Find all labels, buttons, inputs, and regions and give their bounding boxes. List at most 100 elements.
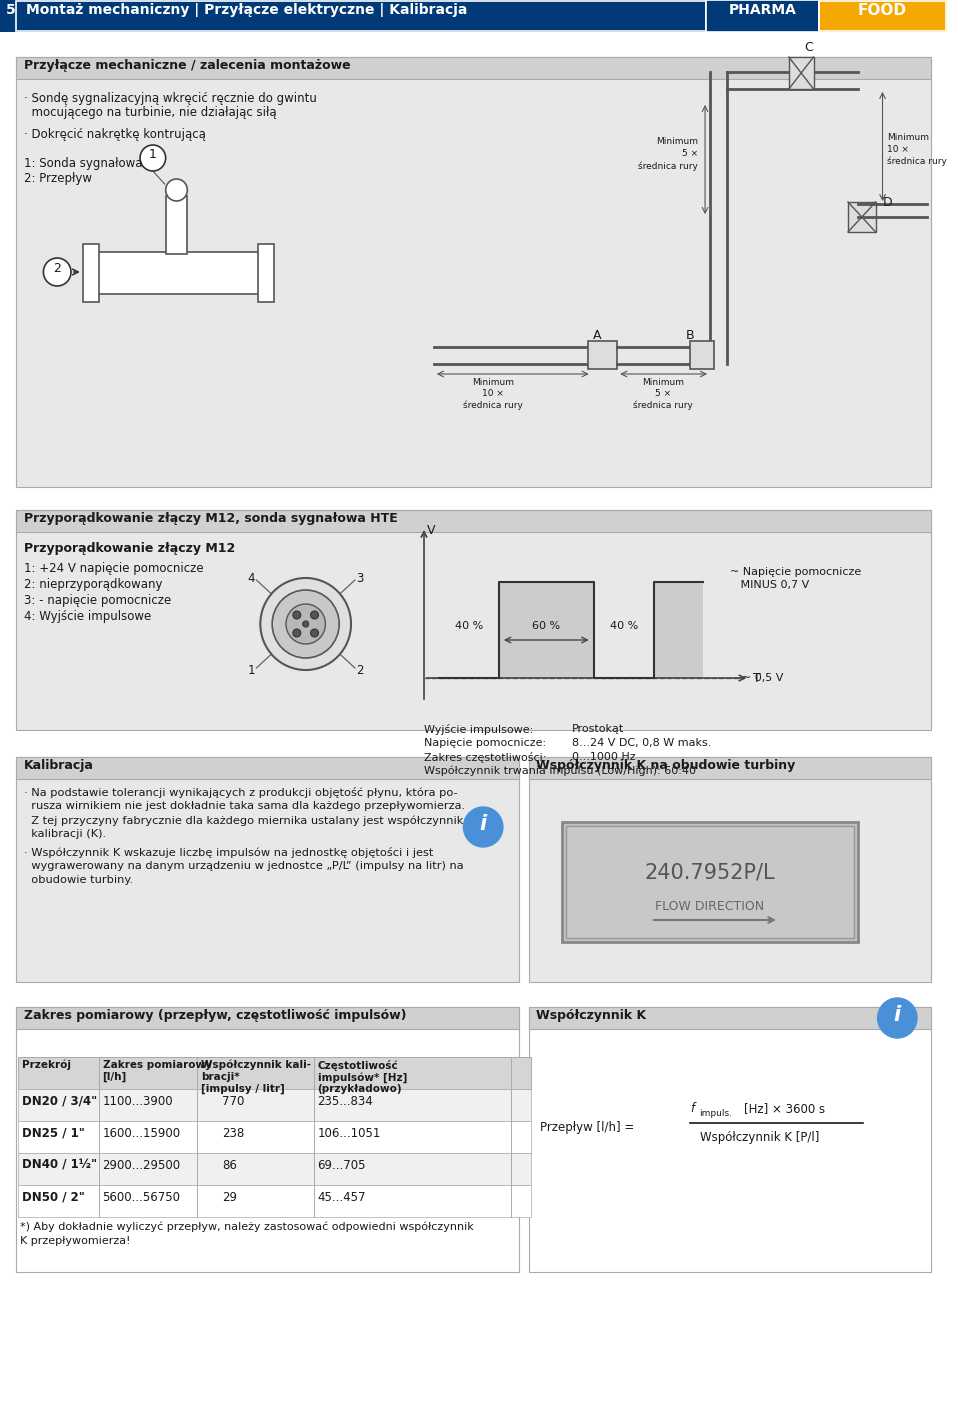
FancyBboxPatch shape [848,202,876,231]
Text: średnica rury: średnica rury [887,156,948,165]
Text: mocującego na turbinie, nie działając siłą: mocującego na turbinie, nie działając si… [24,107,276,119]
Text: DN40 / 1½": DN40 / 1½" [22,1159,97,1172]
Text: 8...24 V DC, 0,8 W maks.: 8...24 V DC, 0,8 W maks. [572,737,711,749]
FancyBboxPatch shape [15,510,931,531]
Circle shape [877,998,917,1037]
Text: 29: 29 [222,1192,237,1204]
Text: Przepływ [l/h] =: Przepływ [l/h] = [540,1120,635,1133]
Text: DN20 / 3/4": DN20 / 3/4" [22,1095,97,1108]
Text: 2900...29500: 2900...29500 [103,1159,180,1172]
Text: PHARMA: PHARMA [729,3,796,17]
Circle shape [293,611,300,620]
Text: ~ Napięcie pomocnicze: ~ Napięcie pomocnicze [730,566,861,578]
FancyBboxPatch shape [690,341,714,369]
Text: 45...457: 45...457 [318,1192,366,1204]
Text: D: D [882,195,892,209]
Text: 5 ×: 5 × [682,150,698,158]
FancyBboxPatch shape [529,757,931,981]
Text: · Współczynnik K wskazuje liczbę impulsów na jednostkę objętości i jest: · Współczynnik K wskazuje liczbę impulsó… [24,847,433,858]
FancyBboxPatch shape [562,822,858,942]
Text: rusza wirnikiem nie jest dokładnie taka sama dla każdego przepływomierza.: rusza wirnikiem nie jest dokładnie taka … [24,801,465,810]
Text: Minimum: Minimum [656,137,698,146]
Text: 240.7952P/L: 240.7952P/L [645,862,776,882]
Text: i: i [894,1005,900,1025]
Circle shape [260,578,351,670]
Text: 235...834: 235...834 [318,1095,373,1108]
FancyBboxPatch shape [15,1007,518,1272]
Text: B: B [686,329,694,342]
Text: 60 %: 60 % [532,621,561,631]
Text: 1: 1 [248,663,255,677]
FancyBboxPatch shape [706,0,820,32]
FancyBboxPatch shape [588,341,617,369]
Text: 770: 770 [222,1095,244,1108]
Text: impulsów* [Hz]: impulsów* [Hz] [318,1073,407,1082]
FancyBboxPatch shape [820,0,947,32]
FancyBboxPatch shape [15,757,518,780]
Text: wygrawerowany na danym urządzeniu w jednostce „P/L” (impulsy na litr) na: wygrawerowany na danym urządzeniu w jedn… [24,861,464,871]
Text: 69...705: 69...705 [318,1159,366,1172]
Text: · Na podstawie tolerancji wynikających z produkcji objętość płynu, która po-: · Na podstawie tolerancji wynikających z… [24,787,457,798]
Text: f: f [690,1102,694,1116]
FancyBboxPatch shape [166,196,187,254]
Text: 5600...56750: 5600...56750 [103,1192,180,1204]
Text: Przekrój: Przekrój [22,1060,71,1071]
FancyBboxPatch shape [789,57,813,88]
Text: 1100...3900: 1100...3900 [103,1095,173,1108]
Text: 5 ×: 5 × [655,388,671,398]
FancyBboxPatch shape [15,757,518,981]
FancyBboxPatch shape [83,244,99,301]
FancyBboxPatch shape [17,1089,531,1122]
Text: Minimum: Minimum [641,379,684,387]
Text: V: V [427,524,436,537]
Text: ~ 0,5 V: ~ 0,5 V [741,673,783,683]
FancyBboxPatch shape [654,582,703,679]
Text: Przyporądkowanie złączy M12, sonda sygnałowa HTE: Przyporądkowanie złączy M12, sonda sygna… [24,512,397,524]
FancyBboxPatch shape [17,1122,531,1152]
Text: 1: +24 V napięcie pomocnicze: 1: +24 V napięcie pomocnicze [24,562,204,575]
Text: bracji*: bracji* [202,1073,240,1082]
Text: · Sondę sygnalizacyjną wkręcić ręcznie do gwintu: · Sondę sygnalizacyjną wkręcić ręcznie d… [24,93,317,105]
Circle shape [166,179,187,200]
Text: 4: 4 [248,572,255,585]
Text: Prostokąt: Prostokąt [572,723,624,735]
Circle shape [286,604,325,644]
Circle shape [464,808,503,847]
Text: FOOD: FOOD [858,3,907,18]
FancyBboxPatch shape [15,510,931,730]
Text: Zakres pomiarowy: Zakres pomiarowy [103,1060,211,1070]
Text: [impulsy / litr]: [impulsy / litr] [202,1084,285,1095]
Circle shape [43,258,71,286]
Text: A: A [593,329,602,342]
Text: obudowie turbiny.: obudowie turbiny. [24,875,132,885]
FancyBboxPatch shape [529,1007,931,1272]
Text: impuls.: impuls. [699,1109,732,1117]
Text: 10 ×: 10 × [482,388,504,398]
Text: średnica rury: średnica rury [633,400,692,409]
Text: 5: 5 [6,3,15,17]
Text: 238: 238 [222,1127,244,1140]
FancyBboxPatch shape [258,244,275,301]
FancyBboxPatch shape [17,1185,531,1217]
Text: Współczynnik kali-: Współczynnik kali- [202,1060,311,1071]
Text: 86: 86 [222,1159,237,1172]
Text: Kalibracja: Kalibracja [24,758,93,773]
Text: 1: 1 [149,149,156,161]
Text: DN50 / 2": DN50 / 2" [22,1192,84,1204]
FancyBboxPatch shape [15,57,931,79]
Text: 2: nieprzyporądkowany: 2: nieprzyporądkowany [24,578,162,592]
Text: kalibracji (K).: kalibracji (K). [24,829,106,838]
Text: 106...1051: 106...1051 [318,1127,381,1140]
Text: 2: 2 [356,663,364,677]
Text: 4: Wyjście impulsowe: 4: Wyjście impulsowe [24,610,151,622]
Text: Z tej przyczyny fabrycznie dla każdego miernika ustalany jest współczynnik: Z tej przyczyny fabrycznie dla każdego m… [24,815,463,826]
Text: [Hz] × 3600 s: [Hz] × 3600 s [745,1102,826,1116]
Text: Przyporądkowanie złączy M12: Przyporądkowanie złączy M12 [24,543,235,555]
Text: DN25 / 1": DN25 / 1" [22,1127,84,1140]
Text: 1600...15900: 1600...15900 [103,1127,180,1140]
Circle shape [311,611,319,620]
Text: (przykładowo): (przykładowo) [318,1084,402,1094]
Text: średnica rury: średnica rury [638,161,698,171]
Text: Przyłącze mechaniczne / zalecenia montażowe: Przyłącze mechaniczne / zalecenia montaż… [24,59,350,72]
Text: Współczynnik K: Współczynnik K [537,1009,646,1022]
